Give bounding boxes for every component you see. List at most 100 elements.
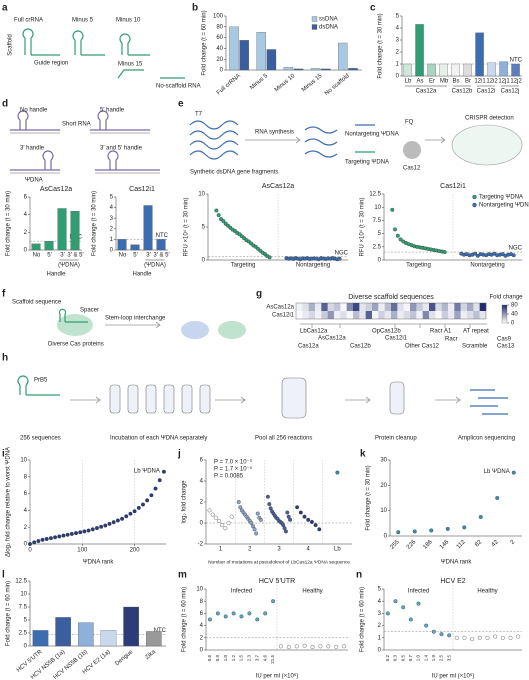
heatmap-cell	[479, 311, 487, 319]
point	[48, 536, 53, 541]
arrows	[70, 396, 461, 404]
heatmap-cell	[391, 303, 398, 311]
point	[302, 514, 307, 519]
heatmap-cell	[315, 311, 322, 319]
point	[103, 523, 108, 528]
x-tick-label: 0.3	[393, 655, 398, 662]
label: Minus 10	[116, 18, 141, 24]
x-tick-label: 82	[474, 539, 483, 548]
x-axis-label: IU per ml (×10⁶)	[432, 673, 475, 680]
label: T7	[195, 112, 203, 118]
tubes	[109, 377, 405, 419]
point	[334, 644, 339, 649]
point	[478, 515, 483, 519]
point	[249, 521, 254, 525]
point	[250, 524, 255, 529]
arrow	[245, 136, 301, 144]
label: LbCas12a	[300, 329, 328, 335]
fragment	[117, 69, 144, 79]
x-tick-label: 5′	[133, 253, 138, 259]
diagram-d: No handle 5′ handle Short RNA 3′ handle …	[10, 108, 160, 184]
point	[285, 510, 290, 515]
point	[74, 531, 79, 536]
y-tick-label: 2.5	[19, 631, 28, 637]
point	[213, 515, 218, 520]
reference-label: NTC	[510, 58, 523, 64]
bar	[499, 61, 508, 77]
y-tick-label: 5	[24, 618, 28, 624]
amplicons	[470, 389, 508, 415]
heatmap-cell	[429, 303, 436, 311]
label: Stem-loop interchange	[105, 316, 166, 322]
x-tick-label: 12j1	[498, 79, 510, 85]
bar	[310, 68, 321, 71]
y-tick-label: 2	[396, 50, 400, 56]
x-tick-label: Minus 15	[301, 73, 324, 94]
heatmap-cell	[365, 311, 373, 319]
label: Scaffold sequence	[12, 300, 62, 306]
point	[396, 530, 401, 535]
heatmap-cell	[397, 303, 404, 311]
y-tick-label: 6	[24, 491, 28, 497]
bar	[31, 243, 41, 251]
x-tick-label: 42	[491, 539, 500, 548]
label: CRISPR detection	[465, 116, 514, 122]
y-axis-label: Fold change (t = 30 min)	[6, 191, 12, 256]
heatmap-cell	[410, 303, 417, 311]
heatmap-cell	[473, 303, 480, 311]
bar	[451, 63, 460, 77]
label: Cas12	[403, 166, 421, 172]
bar	[78, 622, 94, 647]
point	[500, 635, 505, 640]
y-tick-label: 0	[220, 68, 224, 74]
point	[283, 529, 288, 534]
y-tick-label: 10	[198, 192, 205, 198]
y-tick-label: 0	[200, 521, 204, 527]
panel-label: g	[256, 289, 262, 300]
label: Nontargeting ΨDNA	[345, 132, 399, 138]
point	[508, 635, 513, 640]
heatmap-cell	[378, 303, 385, 311]
x-tick-label: 3′	[60, 253, 65, 259]
point	[424, 623, 429, 628]
y-tick-label: 5	[396, 14, 400, 20]
y-tick-label: 0	[24, 542, 28, 548]
y-tick-label: 0	[378, 648, 382, 654]
heatmap-cell	[378, 311, 385, 319]
arrow	[105, 321, 161, 329]
x-tick-label: Targeting	[406, 263, 431, 269]
label: Spacer	[80, 308, 99, 314]
point	[78, 530, 83, 535]
bar	[143, 205, 153, 251]
bar	[403, 63, 412, 77]
point	[141, 502, 145, 507]
x-tick-label: 2	[248, 547, 252, 553]
point	[247, 611, 252, 616]
y-tick-label: 0	[396, 74, 400, 80]
y-tick-label: 2	[200, 635, 204, 641]
heatmap-cell	[327, 303, 335, 311]
point	[318, 644, 323, 649]
heatmap-cell	[460, 311, 468, 319]
x-tick-label: Zika	[144, 649, 157, 661]
y-axis-label: RFU ×10⁴ (t = 30 min)	[359, 198, 366, 257]
point	[454, 635, 459, 640]
y-tick-label: 0	[384, 534, 388, 540]
heatmap-cell	[416, 303, 423, 311]
group-header: Infected	[231, 589, 252, 595]
x-tick-label: No scaffold	[324, 73, 351, 97]
panel-label: l	[2, 570, 5, 581]
diagram-h: PrB5 256 sequences Incubation of each ΨD…	[17, 375, 515, 442]
bar	[55, 617, 71, 647]
point	[337, 256, 342, 261]
heatmap-cell	[334, 311, 341, 319]
point	[390, 207, 395, 212]
bar	[487, 62, 496, 77]
hairpin	[95, 150, 160, 171]
y-tick-label: 80	[216, 24, 223, 30]
x-tick-label: 1.0	[416, 655, 421, 662]
annotation: P = 1.7 × 10⁻⁵	[214, 466, 253, 473]
bar	[256, 32, 266, 71]
y-tick-label: 6	[200, 458, 204, 464]
point	[258, 517, 263, 522]
